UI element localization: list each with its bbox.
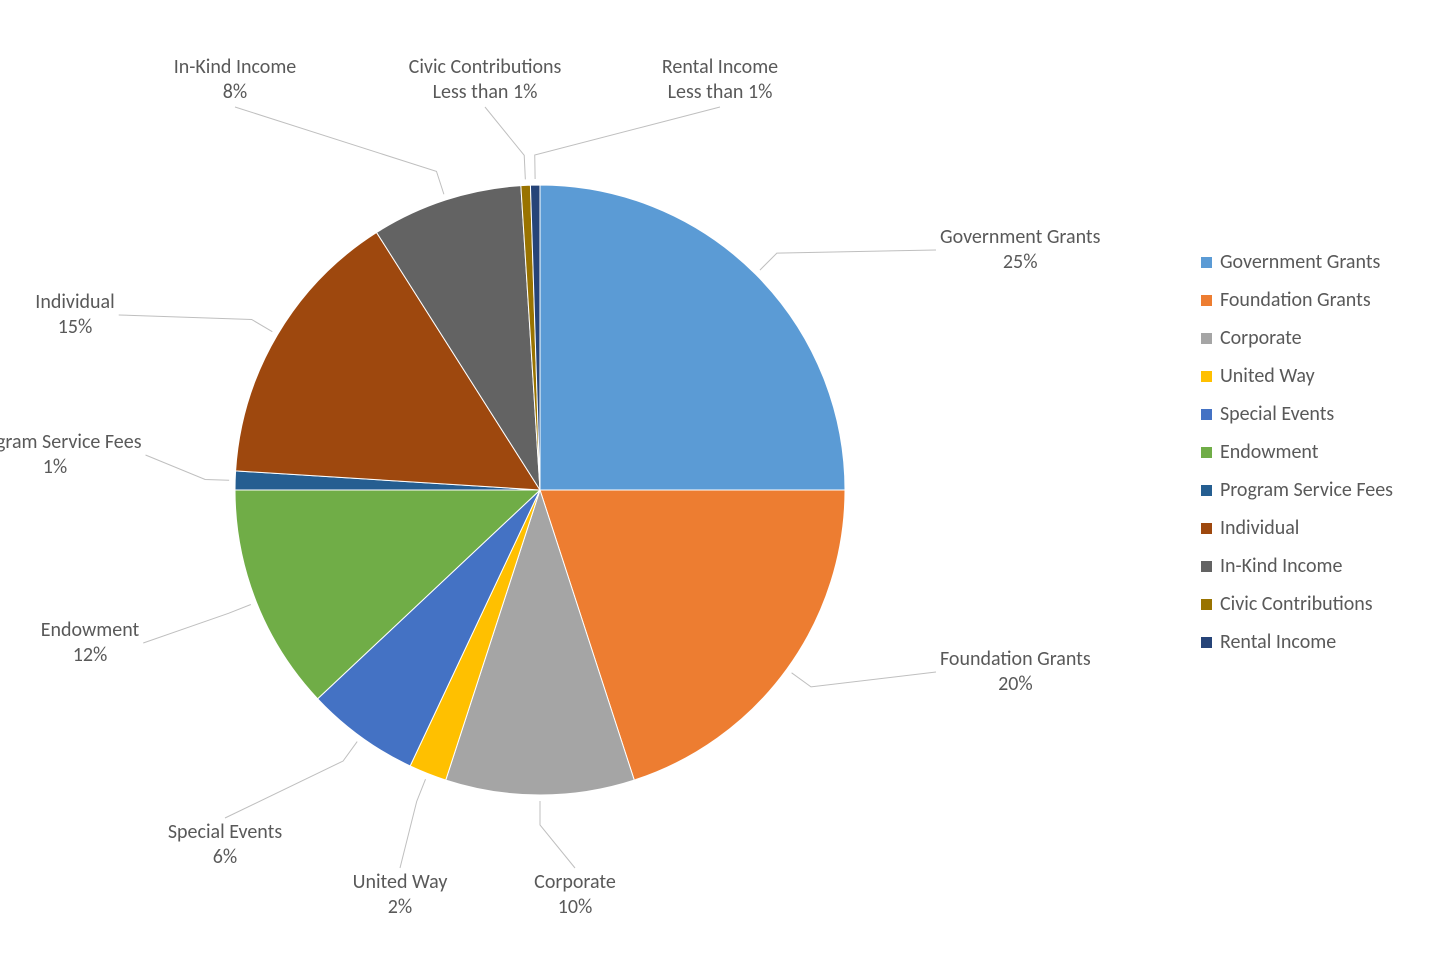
legend-label: Foundation Grants	[1220, 288, 1371, 312]
slice-callout: Foundation Grants20%	[940, 647, 1091, 697]
callout-name: United Way	[353, 870, 448, 895]
legend-label: Special Events	[1220, 402, 1334, 426]
legend-item: Endowment	[1201, 440, 1393, 464]
callout-name: In-Kind Income	[174, 55, 297, 80]
legend-label: Corporate	[1220, 326, 1302, 350]
legend-swatch	[1201, 637, 1212, 648]
callout-name: Corporate	[534, 870, 616, 895]
slice-callout: Rental IncomeLess than 1%	[662, 55, 778, 105]
legend-swatch	[1201, 599, 1212, 610]
legend-item: Government Grants	[1201, 250, 1393, 274]
callout-name: Individual	[35, 290, 114, 315]
legend-item: Program Service Fees	[1201, 478, 1393, 502]
callout-pct: 6%	[168, 845, 282, 870]
callout-pct: 8%	[174, 80, 297, 105]
callout-pct: 2%	[353, 895, 448, 920]
legend-label: In-Kind Income	[1220, 554, 1343, 578]
callout-pct: Less than 1%	[662, 80, 778, 105]
legend-item: Rental Income	[1201, 630, 1393, 654]
leader-line	[540, 801, 575, 868]
legend-item: United Way	[1201, 364, 1393, 388]
leader-line	[146, 455, 230, 480]
legend-label: Program Service Fees	[1220, 478, 1393, 502]
callout-name: Foundation Grants	[940, 647, 1091, 672]
callout-pct: 12%	[41, 643, 140, 668]
leader-line	[235, 107, 444, 194]
legend-item: Individual	[1201, 516, 1393, 540]
legend-item: Civic Contributions	[1201, 592, 1393, 616]
legend-swatch	[1201, 371, 1212, 382]
callout-pct: 10%	[534, 895, 616, 920]
legend-item: Corporate	[1201, 326, 1393, 350]
legend-item: Special Events	[1201, 402, 1393, 426]
legend-swatch	[1201, 523, 1212, 534]
slice-callout: Endowment12%	[41, 618, 140, 668]
slice-callout: Government Grants25%	[940, 225, 1100, 275]
pie-chart-container: Government Grants Foundation Grants Corpor…	[0, 0, 1433, 953]
leader-line	[485, 107, 525, 179]
slice-callout: Program Service Fees1%	[0, 430, 142, 480]
slice-callout: Special Events6%	[168, 820, 282, 870]
legend-item: In-Kind Income	[1201, 554, 1393, 578]
callout-name: Program Service Fees	[0, 430, 142, 455]
legend-swatch	[1201, 295, 1212, 306]
legend-swatch	[1201, 561, 1212, 572]
legend-swatch	[1201, 447, 1212, 458]
leader-line	[535, 107, 720, 179]
legend-item: Foundation Grants	[1201, 288, 1393, 312]
leader-line	[400, 779, 426, 868]
callout-name: Rental Income	[662, 55, 778, 80]
leader-line	[119, 315, 273, 332]
legend-label: United Way	[1220, 364, 1315, 388]
legend-swatch	[1201, 333, 1212, 344]
callout-pct: 1%	[0, 455, 142, 480]
slice-callout: In-Kind Income8%	[174, 55, 297, 105]
callout-pct: 15%	[35, 315, 114, 340]
legend-label: Civic Contributions	[1220, 592, 1373, 616]
slice-callout: Civic ContributionsLess than 1%	[409, 55, 562, 105]
legend: Government Grants Foundation Grants Corpor…	[1201, 250, 1393, 668]
legend-swatch	[1201, 409, 1212, 420]
callout-name: Special Events	[168, 820, 282, 845]
slice-callout: United Way2%	[353, 870, 448, 920]
callout-pct: Less than 1%	[409, 80, 562, 105]
pie-slice	[540, 185, 845, 490]
legend-swatch	[1201, 485, 1212, 496]
leader-line	[225, 742, 357, 818]
slice-callout: Individual15%	[35, 290, 114, 340]
leader-line	[792, 672, 936, 687]
legend-label: Endowment	[1220, 440, 1319, 464]
legend-label: Rental Income	[1220, 630, 1336, 654]
legend-swatch	[1201, 257, 1212, 268]
callout-name: Endowment	[41, 618, 140, 643]
slice-callout: Corporate10%	[534, 870, 616, 920]
callout-pct: 25%	[940, 250, 1100, 275]
legend-label: Individual	[1220, 516, 1299, 540]
callout-name: Government Grants	[940, 225, 1100, 250]
leader-line	[143, 604, 251, 643]
callout-name: Civic Contributions	[409, 55, 562, 80]
callout-pct: 20%	[940, 672, 1091, 697]
legend-label: Government Grants	[1220, 250, 1380, 274]
leader-line	[760, 250, 936, 270]
